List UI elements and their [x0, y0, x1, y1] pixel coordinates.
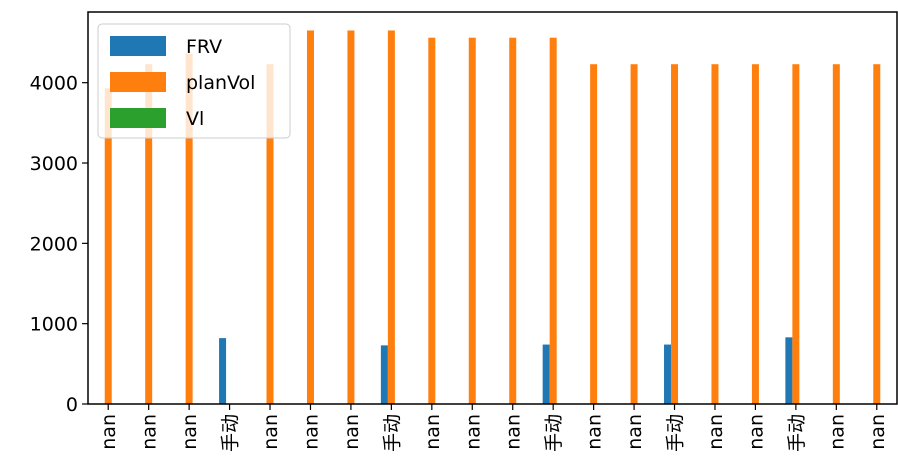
- x-tick-label-13: nan: [624, 414, 646, 450]
- bar-planvol-19: [873, 64, 881, 405]
- bar-planvol-15: [711, 64, 719, 405]
- x-tick-label-14: 手动: [665, 414, 687, 452]
- x-tick-label-18: nan: [826, 414, 848, 450]
- bar-frv-17: [785, 337, 793, 404]
- legend-swatch-planvol: [110, 72, 166, 92]
- bar-planvol-12: [590, 64, 598, 405]
- bar-planvol-4: [266, 64, 274, 405]
- bar-frv-7: [380, 345, 388, 404]
- x-tick-label-16: nan: [745, 414, 767, 450]
- bar-planvol-16: [751, 64, 759, 405]
- bar-planvol-1: [145, 64, 153, 405]
- legend-swatch-vl: [110, 108, 166, 128]
- x-tick-label-19: nan: [867, 414, 889, 450]
- x-tick-label-3: 手动: [220, 414, 242, 452]
- x-tick-label-12: nan: [584, 414, 606, 450]
- bar-planvol-7: [387, 30, 395, 405]
- x-tick-label-17: 手动: [786, 414, 808, 452]
- bar-frv-3: [219, 338, 227, 404]
- y-tick-label-0: 0: [66, 394, 78, 416]
- bar-planvol-18: [832, 64, 840, 405]
- bar-planvol-8: [428, 37, 436, 404]
- bar-planvol-2: [185, 53, 193, 404]
- bar-planvol-17: [792, 64, 800, 405]
- x-axis: nan nan nan 手动 nan nan nan 手动 nan nan nan 手动 nan nan 手…: [98, 404, 889, 452]
- legend-label-vl: Vl: [186, 108, 204, 130]
- legend-label-planvol: planVol: [186, 72, 255, 94]
- y-axis: 0 1000 2000 3000 4000: [30, 73, 88, 416]
- x-tick-label-0: nan: [98, 414, 120, 450]
- bar-planvol-13: [630, 64, 638, 405]
- plot-frame: [87, 11, 898, 405]
- x-tick-label-10: nan: [503, 414, 525, 450]
- x-tick-label-4: nan: [260, 414, 282, 450]
- x-tick-label-11: 手动: [543, 414, 565, 452]
- legend-swatch-frv: [110, 36, 166, 56]
- bar-planvol-6: [347, 30, 355, 405]
- x-tick-label-6: nan: [341, 414, 363, 450]
- x-tick-label-7: 手动: [381, 414, 403, 452]
- x-tick-label-5: nan: [300, 414, 322, 450]
- x-tick-label-15: nan: [705, 414, 727, 450]
- legend: FRV planVol Vl: [97, 23, 291, 139]
- y-tick-label-3000: 3000: [30, 153, 78, 175]
- legend-label-frv: FRV: [186, 36, 222, 58]
- bar-planvol-11: [549, 37, 557, 404]
- bar-planvol-5: [306, 30, 314, 405]
- x-tick-label-2: nan: [179, 414, 201, 450]
- bar-planvol-14: [671, 64, 679, 405]
- x-tick-label-8: nan: [422, 414, 444, 450]
- y-tick-label-4000: 4000: [30, 73, 78, 95]
- bar-frv-11: [542, 344, 550, 404]
- y-tick-label-2000: 2000: [30, 233, 78, 255]
- bar-planvol-10: [509, 37, 517, 404]
- x-tick-label-1: nan: [139, 414, 161, 450]
- x-tick-label-9: nan: [462, 414, 484, 450]
- y-tick-label-1000: 1000: [30, 314, 78, 336]
- bar-frv-14: [664, 344, 672, 404]
- bar-planvol-9: [468, 37, 476, 404]
- bar-planvol-0: [104, 88, 112, 405]
- bars-layer: [104, 30, 881, 405]
